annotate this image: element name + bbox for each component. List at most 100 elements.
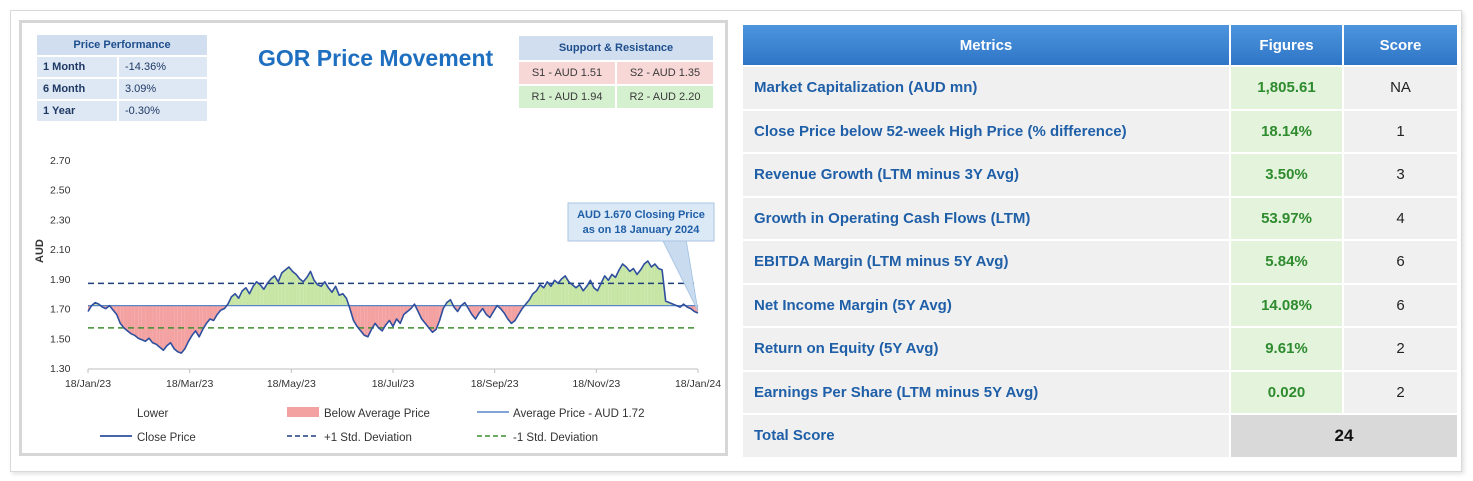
above-average-fill xyxy=(256,281,261,306)
above-average-fill xyxy=(296,274,300,306)
below-average-fill xyxy=(382,305,386,331)
metric-score: 2 xyxy=(1344,328,1457,370)
above-average-fill xyxy=(260,284,264,306)
above-average-fill xyxy=(565,275,569,306)
price-performance-table: Price Performance 1 Month -14.36% 6 Mont… xyxy=(35,33,209,123)
metric-score: 6 xyxy=(1344,284,1457,326)
above-average-fill xyxy=(633,268,637,306)
above-average-fill xyxy=(303,277,307,306)
above-average-fill xyxy=(651,264,655,306)
above-average-fill xyxy=(235,293,239,306)
above-average-fill xyxy=(608,274,612,306)
metrics-table: Metrics Figures Score Market Capitalizat… xyxy=(741,23,1459,459)
legend-minus-std-label: -1 Std. Deviation xyxy=(513,432,598,444)
x-tick-label: 18/May/23 xyxy=(267,378,316,390)
resistance-1: R1 - AUD 1.94 xyxy=(519,86,615,108)
above-average-fill xyxy=(532,290,537,306)
metric-name: Earnings Per Share (LTM minus 5Y Avg) xyxy=(743,371,1229,413)
above-average-fill xyxy=(299,278,304,306)
below-average-fill xyxy=(123,305,128,331)
period-label: 1 Year xyxy=(37,101,117,121)
below-average-fill xyxy=(210,305,214,321)
x-tick-label: 18/Jan/24 xyxy=(675,378,721,390)
above-average-fill xyxy=(547,281,551,306)
below-average-fill xyxy=(166,305,171,346)
callout-line-1: AUD 1.670 Closing Price xyxy=(577,209,705,221)
above-average-fill xyxy=(568,281,573,306)
below-average-fill xyxy=(375,305,379,328)
below-average-fill xyxy=(385,305,390,325)
y-axis-label: AUD xyxy=(34,239,46,263)
metric-figure: 0.020 xyxy=(1231,371,1342,413)
above-average-fill xyxy=(274,275,279,306)
below-average-fill xyxy=(145,305,149,342)
below-average-fill xyxy=(174,305,178,352)
below-average-fill xyxy=(184,305,189,349)
above-average-fill xyxy=(604,275,609,306)
below-average-fill xyxy=(357,305,361,331)
x-tick-label: 18/Mar/23 xyxy=(166,378,213,390)
above-average-fill xyxy=(593,287,598,306)
metric-score: 1 xyxy=(1344,110,1457,152)
legend-average-label: Average Price - AUD 1.72 xyxy=(513,408,644,420)
below-average-fill xyxy=(224,304,228,309)
total-score-value: 24 xyxy=(1231,415,1457,457)
legend-plus-std-label: +1 Std. Deviation xyxy=(324,432,412,444)
above-average-fill xyxy=(281,269,286,306)
above-average-fill xyxy=(271,275,275,306)
below-average-fill xyxy=(195,305,200,337)
table-row: EBITDA Margin (LTM minus 5Y Avg) 5.84% 6 xyxy=(743,241,1457,283)
below-average-fill xyxy=(378,305,383,331)
table-row: 6 Month 3.09% xyxy=(37,79,207,99)
above-average-fill xyxy=(619,264,623,306)
above-average-fill xyxy=(615,269,620,306)
above-average-fill xyxy=(342,293,347,306)
y-tick-label: 1.50 xyxy=(50,333,71,345)
metric-figure: 53.97% xyxy=(1231,197,1342,239)
y-tick-label: 2.10 xyxy=(50,244,71,256)
total-row: Total Score 24 xyxy=(743,415,1457,457)
above-average-fill xyxy=(285,266,289,306)
below-average-fill xyxy=(141,305,146,342)
x-tick-label: 18/Nov/23 xyxy=(572,378,620,390)
above-average-fill xyxy=(249,286,254,306)
above-average-fill xyxy=(292,271,297,306)
table-row: Earnings Per Share (LTM minus 5Y Avg) 0.… xyxy=(743,371,1457,413)
y-tick-label: 2.30 xyxy=(50,214,71,226)
below-average-fill xyxy=(511,305,515,324)
chart-title: GOR Price Movement xyxy=(258,45,494,71)
figures-header: Figures xyxy=(1231,25,1342,65)
above-average-fill xyxy=(335,286,340,306)
support-resistance-header: Support & Resistance xyxy=(519,36,713,60)
below-average-fill xyxy=(400,305,404,324)
callout-pointer xyxy=(661,238,699,312)
metric-figure: 9.61% xyxy=(1231,328,1342,370)
above-average-fill xyxy=(640,264,645,306)
y-tick-label: 2.70 xyxy=(50,155,71,167)
metric-score: 2 xyxy=(1344,371,1457,413)
metric-score: NA xyxy=(1344,67,1457,109)
below-average-fill xyxy=(199,305,203,337)
below-average-fill xyxy=(364,305,368,337)
above-average-fill xyxy=(558,278,562,306)
above-average-fill xyxy=(637,269,641,306)
metric-figure: 14.08% xyxy=(1231,284,1342,326)
below-average-fill xyxy=(504,305,508,319)
below-average-fill xyxy=(177,305,182,354)
below-average-fill xyxy=(432,305,437,333)
metric-score: 4 xyxy=(1344,197,1457,239)
resistance-2: R2 - AUD 2.20 xyxy=(617,86,713,108)
legend-below-average-swatch xyxy=(287,407,319,417)
x-tick-label: 18/Jan/23 xyxy=(65,378,111,390)
price-performance-header: Price Performance xyxy=(37,35,207,55)
metric-score: 6 xyxy=(1344,241,1457,283)
below-average-fill xyxy=(152,305,157,345)
metric-name: EBITDA Margin (LTM minus 5Y Avg) xyxy=(743,241,1229,283)
above-average-fill xyxy=(321,281,325,306)
above-average-fill xyxy=(658,268,663,306)
period-label: 6 Month xyxy=(37,79,117,99)
metric-name: Revenue Growth (LTM minus 3Y Avg) xyxy=(743,154,1229,196)
metric-name: Return on Equity (5Y Avg) xyxy=(743,328,1229,370)
above-average-fill xyxy=(554,280,559,306)
above-average-fill xyxy=(540,284,544,306)
